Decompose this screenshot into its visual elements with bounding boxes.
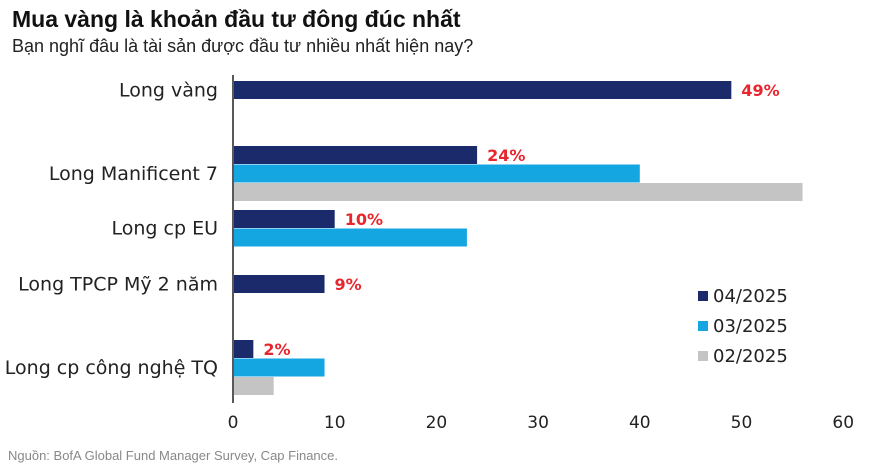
category-label: Long cp EU — [112, 218, 218, 240]
data-label: 10% — [345, 210, 383, 229]
chart-title: Mua vàng là khoản đầu tư đông đúc nhất — [12, 6, 461, 32]
x-tick-label: 20 — [426, 413, 448, 433]
legend-swatch — [698, 291, 708, 301]
category-label: Long TPCP Mỹ 2 năm — [18, 273, 218, 295]
x-tick-label: 60 — [832, 413, 854, 433]
bar-03-2025-4 — [234, 358, 325, 377]
data-label: 9% — [335, 275, 362, 294]
bar-04-2025-2 — [234, 210, 335, 228]
x-tick-label: 40 — [629, 413, 651, 433]
bar-03-2025-2 — [234, 228, 467, 247]
bar-03-2025-1 — [234, 164, 640, 183]
legend-swatch — [698, 351, 708, 361]
bar-02-2025-1 — [234, 183, 803, 201]
x-tick-label: 50 — [731, 413, 753, 433]
category-label: Long vàng — [119, 79, 218, 101]
bar-04-2025-0 — [234, 81, 732, 99]
data-label: 24% — [487, 146, 525, 165]
bar-04-2025-4 — [234, 340, 254, 358]
legend-label: 03/2025 — [713, 316, 788, 337]
category-label: Long cp công nghệ TQ — [5, 357, 218, 379]
bar-04-2025-3 — [234, 275, 325, 293]
bar-04-2025-1 — [234, 146, 478, 164]
x-tick-label: 10 — [324, 413, 346, 433]
legend-label: 02/2025 — [713, 346, 788, 367]
legend-label: 04/2025 — [713, 286, 788, 307]
data-label: 2% — [263, 340, 290, 359]
bar-02-2025-4 — [234, 377, 274, 395]
data-label: 49% — [741, 81, 779, 100]
legend-swatch — [698, 321, 708, 331]
category-label: Long Manificent 7 — [49, 163, 218, 185]
chart-subtitle: Bạn nghĩ đâu là tài sản được đầu tư nhiề… — [12, 36, 474, 56]
source-note: Nguồn: BofA Global Fund Manager Survey, … — [8, 448, 339, 463]
x-tick-label: 30 — [527, 413, 549, 433]
x-tick-label: 0 — [228, 413, 239, 433]
